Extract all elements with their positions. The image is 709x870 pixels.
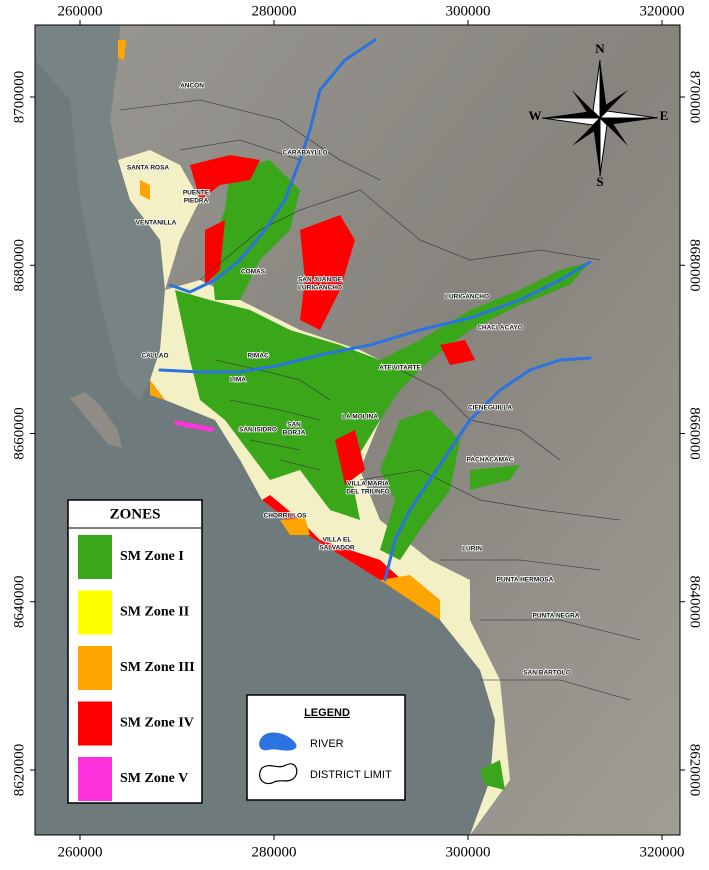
district-label: CHORRILLOS bbox=[264, 513, 308, 520]
zone-iv-sjl bbox=[300, 215, 355, 330]
zones-legend-title: ZONES bbox=[110, 506, 161, 522]
y-tick-label: 8640000 bbox=[11, 576, 27, 629]
district-label: VILLA EL bbox=[323, 537, 352, 544]
legend-label: RIVER bbox=[310, 738, 344, 750]
x-tick-label: 300000 bbox=[446, 3, 491, 19]
district-label: PUENTE bbox=[183, 190, 210, 197]
district-label: CIENEGUILLA bbox=[468, 405, 512, 412]
y-tick-label: 8700000 bbox=[11, 71, 27, 124]
district-label: SAN JUAN DE bbox=[298, 277, 343, 284]
zone-label: SM Zone V bbox=[120, 771, 188, 786]
district-label: COMAS bbox=[241, 269, 266, 276]
zone-iv-north bbox=[190, 155, 260, 200]
zone-label: SM Zone II bbox=[120, 605, 189, 620]
island bbox=[70, 392, 122, 448]
zone-label: SM Zone IV bbox=[120, 716, 194, 731]
zone-i-central bbox=[175, 262, 590, 520]
district-label: PUNTA NEGRA bbox=[533, 613, 580, 620]
shallow-sea bbox=[35, 25, 165, 400]
district-label: SAN ISIDRO bbox=[239, 427, 277, 434]
y-tick-label: 8680000 bbox=[11, 239, 27, 292]
compass-west: W bbox=[529, 108, 542, 123]
district-label: CHACLACAYO bbox=[477, 325, 523, 332]
district-label: DEL TRIUNFO bbox=[346, 489, 390, 496]
district-label: PIEDRA bbox=[184, 198, 209, 205]
river-chillon bbox=[168, 38, 377, 294]
river-symbol bbox=[259, 732, 297, 751]
x-tick-label: 320000 bbox=[640, 3, 685, 19]
compass-south: S bbox=[596, 174, 603, 189]
district-label: LIMA bbox=[230, 377, 246, 384]
rivers bbox=[158, 38, 592, 582]
district-label: LA MOLINA bbox=[342, 414, 378, 421]
legend-label: DISTRICT LIMIT bbox=[310, 769, 392, 781]
zone-iv-east bbox=[335, 340, 475, 485]
zone-swatch bbox=[78, 590, 112, 635]
zone-v bbox=[175, 420, 215, 432]
y-tick-label: 8620000 bbox=[687, 744, 703, 797]
district-label: LURIN bbox=[462, 546, 482, 553]
zone-swatch bbox=[78, 701, 112, 746]
district-limit-symbol bbox=[259, 763, 298, 785]
map-frame bbox=[34, 24, 681, 836]
zone-swatch bbox=[78, 646, 112, 690]
river-rimac bbox=[158, 260, 592, 374]
district-label: VENTANILLA bbox=[136, 220, 177, 227]
district-label: SANTA ROSA bbox=[127, 165, 170, 172]
compass-north: N bbox=[595, 41, 605, 56]
legend-title: LEGEND bbox=[304, 707, 350, 719]
zone-iii bbox=[140, 180, 440, 620]
zone-i-east bbox=[380, 410, 460, 560]
north-plain bbox=[118, 150, 200, 290]
zones-legend-items: SM Zone I SM Zone II SM Zone III SM Zone IV… bbox=[78, 535, 195, 801]
y-tick-label: 8680000 bbox=[687, 239, 703, 292]
zone-label: SM Zone III bbox=[120, 660, 195, 675]
y-tick-label: 8640000 bbox=[687, 576, 703, 629]
district-label: LURIGANCHO bbox=[445, 294, 489, 301]
district-label: PACHACAMAC bbox=[467, 457, 514, 464]
district-label: BORJA bbox=[283, 430, 306, 437]
y-tick-label: 8700000 bbox=[687, 71, 703, 124]
x-tick-label: 280000 bbox=[252, 844, 297, 860]
district-label: SAN bbox=[287, 422, 301, 429]
x-tick-label: 320000 bbox=[640, 844, 685, 860]
district-label: CALLAO bbox=[141, 353, 168, 360]
district-label: ANCON bbox=[180, 83, 204, 90]
district-label: SALVADOR bbox=[319, 545, 355, 552]
district-label: LURIGANCHO bbox=[298, 285, 342, 292]
x-tick-label: 300000 bbox=[446, 844, 491, 860]
zone-label: SM Zone I bbox=[120, 549, 184, 564]
district-label: VILLA MARIA bbox=[347, 481, 389, 488]
district-label: RIMAC bbox=[247, 353, 269, 360]
compass-east: E bbox=[660, 108, 669, 123]
y-tick-label: 8660000 bbox=[687, 407, 703, 460]
x-tick-label: 260000 bbox=[58, 3, 103, 19]
legend: LEGEND RIVER DISTRICT LIMIT bbox=[246, 694, 406, 801]
compass-rose bbox=[541, 59, 659, 177]
zone-iv-comas bbox=[205, 220, 225, 285]
x-tick-label: 280000 bbox=[252, 3, 297, 19]
district-label: ATE VITARTE bbox=[379, 365, 421, 372]
y-tick-label: 8620000 bbox=[11, 744, 27, 797]
district-label: CARABAYLLO bbox=[283, 150, 328, 157]
district-label: SAN BARTOLO bbox=[523, 670, 571, 677]
district-label: PUNTA HERMOSA bbox=[497, 577, 554, 584]
zone-swatch bbox=[78, 757, 112, 801]
river-lurin bbox=[383, 356, 592, 582]
coordinate-ticks: 260000 260000 280000 280000 300000 300000 3200… bbox=[11, 3, 702, 860]
x-tick-label: 260000 bbox=[58, 844, 103, 860]
zone-swatch bbox=[78, 535, 112, 579]
y-tick-label: 8660000 bbox=[11, 407, 27, 460]
